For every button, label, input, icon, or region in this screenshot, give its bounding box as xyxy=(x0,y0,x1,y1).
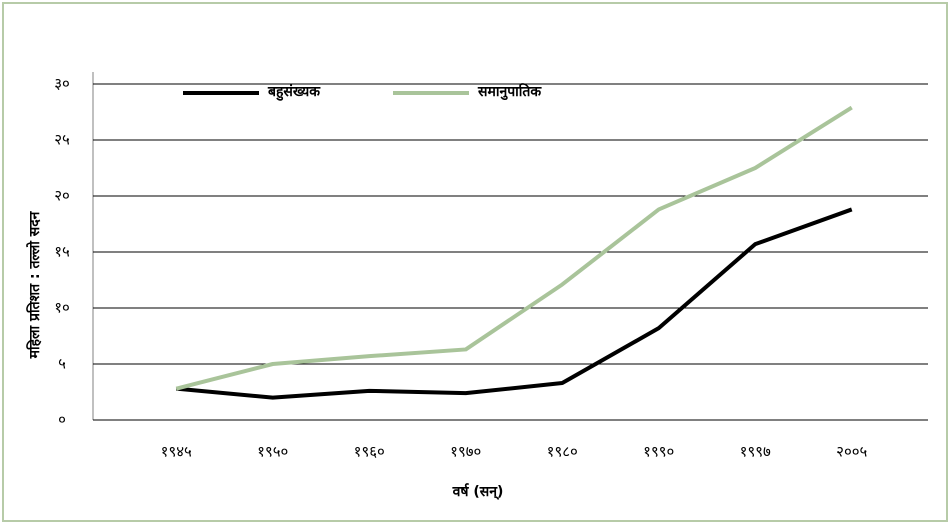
x-tick-label: १९४५ xyxy=(161,443,192,461)
y-tick-label: २५ xyxy=(54,131,70,149)
y-tick-label: ० xyxy=(58,411,66,429)
x-tick-label: १९९७ xyxy=(740,443,771,461)
x-tick-label: १९५० xyxy=(257,443,288,461)
legend-label: समानुपातिक xyxy=(477,83,542,101)
y-tick-label: १० xyxy=(54,299,70,317)
x-tick-label: १९८० xyxy=(547,443,578,461)
x-axis-label: वर्ष (सन्) xyxy=(452,483,504,500)
y-tick-label: ३० xyxy=(54,75,70,93)
x-tick-label: १९६० xyxy=(354,443,385,461)
line-series xyxy=(175,105,853,391)
line-series xyxy=(176,207,853,400)
y-tick-label: २० xyxy=(54,187,70,205)
y-axis-label: महिला प्रतिशत : तल्लो सदन xyxy=(26,210,43,359)
legend-label: बहुसंख्यक xyxy=(267,84,321,101)
x-tick-label: १९९० xyxy=(643,443,674,461)
y-tick-label: ५ xyxy=(58,355,66,373)
x-tick-label: २००५ xyxy=(836,443,867,461)
y-tick-label: १५ xyxy=(54,243,70,261)
x-tick-label: १९७० xyxy=(450,443,481,461)
